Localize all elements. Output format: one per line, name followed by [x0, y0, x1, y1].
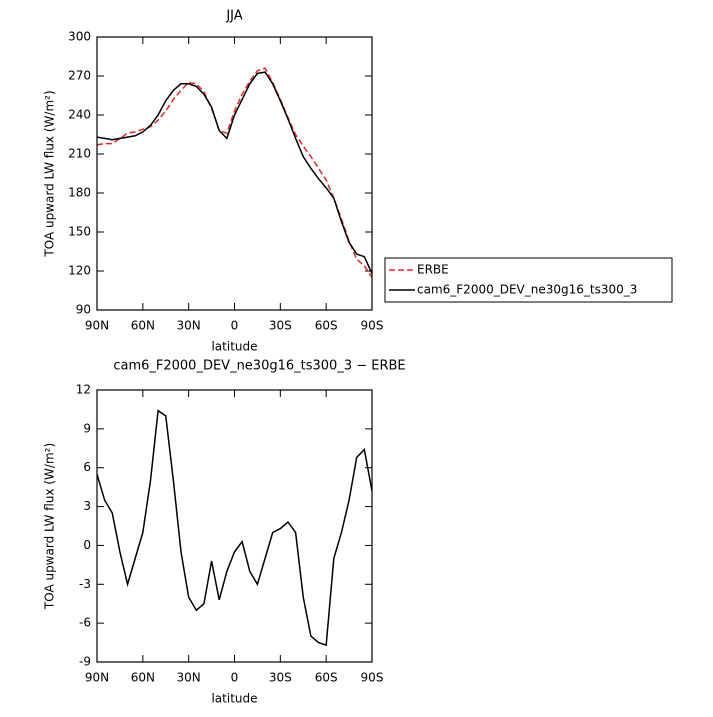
x-axis-label: latitude	[211, 340, 257, 354]
y-tick-label: 240	[68, 108, 91, 122]
y-tick-label: 6	[83, 460, 91, 474]
y-tick-label: 3	[83, 499, 91, 513]
y-tick-label: 12	[76, 383, 91, 397]
y-tick-label: -6	[79, 616, 91, 630]
x-tick-label: 0	[231, 671, 239, 685]
y-tick-label: 120	[68, 264, 91, 278]
y-tick-label: -9	[79, 655, 91, 669]
chart-title: cam6_F2000_DEV_ne30g16_ts300_3 − ERBE	[113, 359, 405, 374]
data-line	[96, 409, 373, 647]
x-tick-label: 30N	[177, 671, 201, 685]
x-tick-label: 90S	[361, 671, 384, 685]
data-line	[96, 71, 373, 274]
legend-label: ERBE	[417, 263, 449, 277]
y-tick-label: 90	[76, 303, 91, 317]
x-tick-label: 90N	[85, 671, 109, 685]
x-tick-label: 90S	[361, 319, 384, 333]
x-tick-label: 30N	[177, 319, 201, 333]
x-tick-label: 90N	[85, 319, 109, 333]
y-axis-label: TOA upward LW flux (W/m²)	[43, 90, 57, 257]
y-tick-label: 210	[68, 147, 91, 161]
plot-frame	[96, 36, 373, 311]
x-tick-label: 30S	[269, 319, 292, 333]
plot-frame	[96, 389, 373, 663]
y-tick-label: 150	[68, 225, 91, 239]
y-tick-label: 300	[68, 30, 91, 44]
y-tick-label: 0	[83, 538, 91, 552]
y-axis-label: TOA upward LW flux (W/m²)	[43, 443, 57, 610]
y-tick-label: -3	[79, 577, 91, 591]
y-tick-label: 180	[68, 186, 91, 200]
legend-label: cam6_F2000_DEV_ne30g16_ts300_3	[417, 283, 637, 297]
y-tick-label: 9	[83, 421, 91, 435]
y-tick-label: 270	[68, 69, 91, 83]
legend-box	[384, 257, 673, 303]
x-tick-label: 60S	[315, 671, 338, 685]
x-tick-label: 30S	[269, 671, 292, 685]
x-tick-label: 0	[231, 319, 239, 333]
x-axis-label: latitude	[211, 692, 257, 706]
data-line	[96, 67, 373, 278]
x-tick-label: 60N	[131, 319, 155, 333]
chart-title: JJA	[225, 9, 242, 24]
x-tick-label: 60N	[131, 671, 155, 685]
x-tick-label: 60S	[315, 319, 338, 333]
